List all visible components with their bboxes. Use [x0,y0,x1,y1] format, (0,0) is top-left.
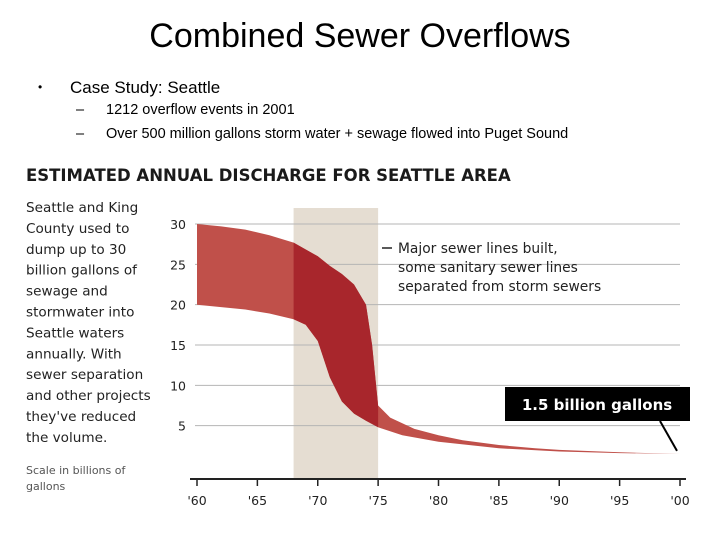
x-tick-label: '70 [308,493,327,508]
annotation: Major sewer lines built, some sanitary se… [398,241,601,295]
side-note-line: sewage and [26,284,108,300]
discharge-band-highlight [293,242,379,428]
scale-note-line: Scale in billions of [26,464,126,477]
bullet-case-study: • Case Study: Seattle [38,78,220,98]
dash-icon: – [76,126,85,142]
callout-box [505,387,690,421]
dash-icon: – [76,102,85,118]
y-tick-label: 30 [170,217,186,232]
side-note-line: dump up to 30 [26,242,126,258]
side-note: Seattle and King County used to dump up to… [26,200,151,446]
x-tick-label: '00 [670,493,689,508]
y-tick-label: 10 [170,378,186,393]
scale-note-line: gallons [26,480,66,493]
y-tick-label: 25 [170,257,186,272]
side-note-line: stormwater into [26,305,134,321]
side-note-line: Seattle waters [26,325,124,341]
side-note-line: billion gallons of [26,263,138,279]
bullet-dot-icon: • [38,80,43,94]
annotation-line: some sanitary sewer lines [398,260,578,276]
subbullet-text: Over 500 million gallons storm water + s… [106,126,569,142]
subbullet-text: 1212 overflow events in 2001 [106,102,295,118]
y-tick-label: 15 [170,338,186,353]
x-tick-label: '90 [550,493,569,508]
x-tick-label: '80 [429,493,448,508]
annotation-line: separated from storm sewers [398,279,601,295]
subbullet-overflow-events: – 1212 overflow events in 2001 [76,102,295,118]
side-note-line: and other projects [26,388,151,404]
side-note-line: County used to [26,221,129,237]
side-note-line: annually. With [26,346,122,362]
scale-note: Scale in billions of gallons [26,464,126,493]
annotation-line: Major sewer lines built, [398,241,558,257]
x-tick-label: '75 [368,493,387,508]
callout-label: 1.5 billion gallons [522,396,672,414]
bullet-text: Case Study: Seattle [70,78,221,97]
y-tick-label: 20 [170,298,186,313]
x-tick-label: '60 [187,493,206,508]
x-tick-label: '95 [610,493,629,508]
x-axis: '60 '65 '70 '75 '80 '85 '90 '95 '00 [187,478,690,508]
chart-title: ESTIMATED ANNUAL DISCHARGE FOR SEATTLE A… [26,166,511,185]
side-note-line: the volume. [26,430,107,446]
y-axis: 5 10 15 20 25 30 [170,217,186,434]
subbullet-gallons: – Over 500 million gallons storm water + … [76,126,568,142]
x-tick-label: '85 [489,493,508,508]
y-tick-label: 5 [178,419,186,434]
x-tick-label: '65 [248,493,267,508]
side-note-line: they've reduced [26,409,136,425]
slide-title: Combined Sewer Overflows [149,17,571,55]
side-note-line: Seattle and King [26,200,138,216]
side-note-line: sewer separation [26,367,143,383]
callout-pointer [659,420,678,452]
